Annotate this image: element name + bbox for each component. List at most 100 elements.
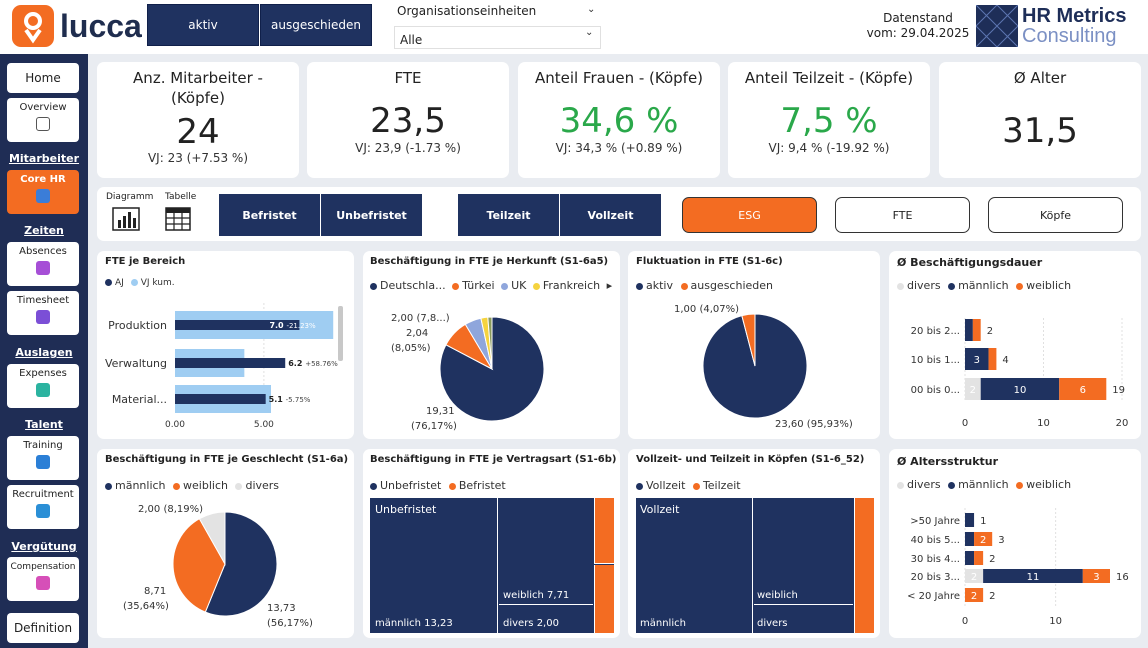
chart-legend: AJ VJ kum. xyxy=(105,278,175,288)
pie-label: (56,17%) xyxy=(267,618,313,629)
org-label: Organisationseinheiten xyxy=(397,4,537,18)
bar-aj xyxy=(175,320,300,330)
treemap-cell-maennlich[interactable]: Unbefristet männlich 13,23 xyxy=(370,498,498,633)
kpi-value: 23,5 xyxy=(370,101,446,141)
teilzeit-button[interactable]: Teilzeit xyxy=(458,194,559,236)
total-label: 2 xyxy=(987,326,993,337)
pie-slice xyxy=(487,316,493,370)
clock-icon xyxy=(36,310,50,324)
sidebar-overview[interactable]: Overview xyxy=(7,98,79,142)
chart-dauer: Ø Beschäftigungsdauer divers männlich we… xyxy=(889,251,1141,439)
esg-button[interactable]: ESG xyxy=(682,197,817,233)
aktiv-button[interactable]: aktiv xyxy=(147,4,259,46)
legend-dot xyxy=(448,482,456,490)
legend-label: männlich xyxy=(958,279,1009,292)
category-label: 10 bis 1... xyxy=(911,355,960,366)
chart-title: Beschäftigung in FTE je Herkunft (S1-6a5… xyxy=(370,256,609,267)
treemap-cell-befristet-1[interactable] xyxy=(594,498,614,564)
category-label: 30 bis 4... xyxy=(911,554,960,565)
treemap-label: weiblich 7,71 xyxy=(503,590,570,601)
chart-legend: aktiv ausgeschieden xyxy=(636,279,773,292)
total-label: 16 xyxy=(1116,572,1129,583)
data-label: 7.0 xyxy=(269,321,284,330)
fte-button[interactable]: FTE xyxy=(835,197,970,233)
bar-segment xyxy=(965,348,989,370)
legend-dot xyxy=(636,282,643,290)
sidebar-absences[interactable]: Absences xyxy=(7,242,79,286)
treemap-label: männlich 13,23 xyxy=(375,618,453,629)
tick-label: 0 xyxy=(962,418,968,429)
kpi-card-mitarbeiter: Anz. Mitarbeiter - (Köpfe) 24 VJ: 23 (+7… xyxy=(97,62,299,178)
bar-segment xyxy=(974,532,993,546)
vollzeit-button[interactable]: Vollzeit xyxy=(560,194,661,236)
legend-label: divers xyxy=(907,279,941,292)
legend-next-icon[interactable]: ▸ xyxy=(606,279,613,292)
table-icon[interactable] xyxy=(165,207,191,235)
lucca-logo-icon xyxy=(12,5,54,47)
category-label: Produktion xyxy=(108,319,167,332)
sidebar-compensation-label: Compensation xyxy=(10,562,76,572)
unbefristet-button[interactable]: Unbefristet xyxy=(321,194,422,236)
sidebar-core-hr[interactable]: Core HR xyxy=(7,170,79,214)
sidebar-definition[interactable]: Definition xyxy=(7,613,79,643)
bar-aj xyxy=(175,358,286,368)
kpi-value: 31,5 xyxy=(1002,111,1078,151)
chart-legend: Unbefristet Befristet xyxy=(370,479,506,492)
bar-segment xyxy=(965,551,975,565)
chart-fte-bereich: FTE je Bereich AJ VJ kum. Produktion 7.0-… xyxy=(97,251,354,439)
treemap-cell-weiblich[interactable]: weiblich xyxy=(754,498,853,605)
legend-label: UK xyxy=(511,279,527,292)
legend-dot xyxy=(692,482,700,490)
pie-slice xyxy=(172,518,226,613)
section-zeiten: Zeiten xyxy=(24,224,64,237)
treemap-cell-teilzeit[interactable] xyxy=(854,498,874,633)
bar-segment xyxy=(974,551,984,565)
pie-label: 2,00 (7,8...) xyxy=(391,313,450,324)
treemap-label: Unbefristet xyxy=(375,503,437,516)
legend-label: Türkei xyxy=(462,279,495,292)
chart-geschlecht: Beschäftigung in FTE je Geschlecht (S1-6… xyxy=(97,449,354,638)
sidebar-compensation[interactable]: Compensation xyxy=(7,557,79,601)
data-label-pct: -21.23% xyxy=(286,322,316,330)
sidebar-recruitment[interactable]: Recruitment xyxy=(7,485,79,529)
sidebar-timesheet[interactable]: Timesheet xyxy=(7,291,79,335)
treemap-cell-weiblich[interactable]: weiblich 7,71 xyxy=(499,498,593,605)
legend-dot xyxy=(452,282,460,290)
hr-metrics-logo-icon xyxy=(975,4,1019,48)
legend-label: AJ xyxy=(115,278,124,288)
legend-dot xyxy=(636,482,643,490)
data-label: 2 xyxy=(971,572,977,583)
kpi-sub: VJ: 23,9 (-1.73 %) xyxy=(355,141,461,155)
befristet-button[interactable]: Befristet xyxy=(219,194,320,236)
sidebar-expenses[interactable]: Expenses xyxy=(7,364,79,408)
treemap-cell-maennlich[interactable]: Vollzeit männlich xyxy=(636,498,753,633)
treemap-cell-divers[interactable]: divers 2,00 xyxy=(499,606,593,633)
data-label: 2 xyxy=(971,591,977,602)
bar-chart-icon[interactable] xyxy=(112,207,140,235)
koepfe-button[interactable]: Köpfe xyxy=(988,197,1123,233)
scrollbar[interactable] xyxy=(338,306,343,361)
category-label: 20 bis 3... xyxy=(911,572,960,583)
lucca-logo: lucca xyxy=(12,5,142,47)
sidebar-absences-label: Absences xyxy=(19,246,67,257)
data-label: 3 xyxy=(1093,572,1099,583)
treemap-label: Vollzeit xyxy=(640,503,680,516)
kpi-title: FTE xyxy=(394,69,422,87)
category-label: Material... xyxy=(112,393,167,406)
org-select[interactable]: Alle xyxy=(394,26,601,49)
treemap-cell-divers[interactable]: divers xyxy=(754,606,853,633)
sidebar-home[interactable]: Home xyxy=(7,63,79,93)
sidebar-training[interactable]: Training xyxy=(7,436,79,480)
legend-dot xyxy=(370,482,377,490)
chart-alter: Ø Altersstruktur divers männlich weiblic… xyxy=(889,449,1141,638)
chevron-down-icon[interactable]: ⌄ xyxy=(587,4,596,15)
legend-dot xyxy=(370,282,377,290)
tick-label: 0.00 xyxy=(165,420,185,430)
recruitment-icon xyxy=(36,504,50,518)
ausgeschieden-button[interactable]: ausgeschieden xyxy=(260,4,372,46)
chevron-down-icon[interactable]: ⌄ xyxy=(585,27,594,38)
bar-segment xyxy=(965,513,975,527)
treemap-cell-befristet-2[interactable] xyxy=(594,565,614,633)
datenstand-label: Datenstand xyxy=(883,11,953,25)
legend-dot xyxy=(680,282,688,290)
